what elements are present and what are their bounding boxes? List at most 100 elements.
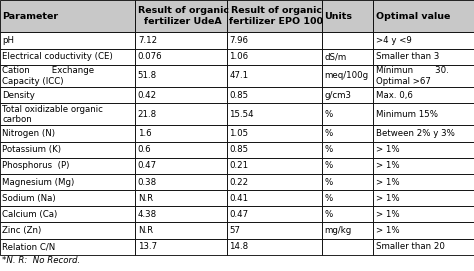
Text: *N. R:  No Record.: *N. R: No Record. — [2, 256, 80, 265]
Text: 0.85: 0.85 — [229, 145, 248, 154]
Text: Density: Density — [2, 91, 35, 99]
Text: dS/m: dS/m — [325, 52, 346, 61]
Bar — [374, 65, 474, 87]
Text: N.R: N.R — [138, 194, 153, 203]
Bar — [136, 174, 227, 190]
Bar — [322, 206, 374, 222]
Bar — [374, 103, 474, 125]
Bar — [322, 190, 374, 206]
Bar — [136, 65, 227, 87]
Bar — [227, 32, 322, 49]
Bar — [227, 190, 322, 206]
Text: 51.8: 51.8 — [138, 71, 157, 80]
Text: Mínimun        30.
Optimal >67: Mínimun 30. Optimal >67 — [376, 66, 448, 86]
Bar — [0, 141, 136, 158]
Text: Cation        Exchange
Capacity (ICC): Cation Exchange Capacity (ICC) — [2, 66, 94, 86]
Text: 0.47: 0.47 — [138, 161, 157, 170]
Bar — [322, 87, 374, 103]
Bar — [0, 206, 136, 222]
Bar — [227, 87, 322, 103]
Text: 0.21: 0.21 — [229, 161, 248, 170]
Text: 0.42: 0.42 — [138, 91, 157, 99]
Text: Sodium (Na): Sodium (Na) — [2, 194, 56, 203]
Bar — [322, 239, 374, 255]
Text: Relation C/N: Relation C/N — [2, 242, 55, 251]
Text: 47.1: 47.1 — [229, 71, 248, 80]
Bar — [0, 158, 136, 174]
Bar — [227, 239, 322, 255]
Text: 0.076: 0.076 — [138, 52, 163, 61]
Text: Result of organic
fertilizer UdeA: Result of organic fertilizer UdeA — [138, 7, 229, 26]
Text: Between 2% y 3%: Between 2% y 3% — [376, 129, 455, 138]
Text: %: % — [325, 110, 333, 119]
Bar — [136, 206, 227, 222]
Text: Phosphorus  (P): Phosphorus (P) — [2, 161, 70, 170]
Text: pH: pH — [2, 36, 14, 45]
Bar — [136, 158, 227, 174]
Bar — [136, 190, 227, 206]
Text: Zinc (Zn): Zinc (Zn) — [2, 226, 42, 235]
Bar — [0, 125, 136, 141]
Text: Max. 0,6: Max. 0,6 — [376, 91, 412, 99]
Text: %: % — [325, 161, 333, 170]
Bar — [0, 32, 136, 49]
Bar — [0, 103, 136, 125]
Text: Potassium (K): Potassium (K) — [2, 145, 61, 154]
Text: > 1%: > 1% — [376, 145, 399, 154]
Text: mg/kg: mg/kg — [325, 226, 352, 235]
Text: Nitrogen (N): Nitrogen (N) — [2, 129, 55, 138]
Bar — [136, 32, 227, 49]
Bar — [374, 174, 474, 190]
Bar — [136, 125, 227, 141]
Bar — [0, 87, 136, 103]
Bar — [374, 125, 474, 141]
Text: 21.8: 21.8 — [138, 110, 157, 119]
Text: > 1%: > 1% — [376, 178, 399, 186]
Bar — [136, 239, 227, 255]
Bar — [227, 222, 322, 239]
Bar — [0, 49, 136, 65]
Bar — [136, 103, 227, 125]
Bar — [0, 190, 136, 206]
Text: Total oxidizable organic
carbon: Total oxidizable organic carbon — [2, 105, 103, 124]
Text: 0.22: 0.22 — [229, 178, 248, 186]
Bar — [374, 87, 474, 103]
Text: %: % — [325, 145, 333, 154]
Text: 0.41: 0.41 — [229, 194, 248, 203]
Text: 0.38: 0.38 — [138, 178, 157, 186]
Bar — [136, 0, 227, 32]
Bar — [136, 141, 227, 158]
Text: > 1%: > 1% — [376, 226, 399, 235]
Text: meq/100g: meq/100g — [325, 71, 369, 80]
Text: Smaller than 3: Smaller than 3 — [376, 52, 439, 61]
Text: N.R: N.R — [138, 226, 153, 235]
Bar — [0, 65, 136, 87]
Bar — [136, 222, 227, 239]
Text: 1.06: 1.06 — [229, 52, 248, 61]
Text: Electrical coductivity (CE): Electrical coductivity (CE) — [2, 52, 113, 61]
Bar — [136, 87, 227, 103]
Bar — [374, 158, 474, 174]
Text: Magnesium (Mg): Magnesium (Mg) — [2, 178, 74, 186]
Bar — [374, 32, 474, 49]
Bar — [322, 158, 374, 174]
Text: %: % — [325, 210, 333, 219]
Bar — [374, 239, 474, 255]
Text: Calcium (Ca): Calcium (Ca) — [2, 210, 58, 219]
Bar — [227, 125, 322, 141]
Text: Optimal value: Optimal value — [376, 12, 450, 21]
Bar — [0, 0, 136, 32]
Bar — [322, 32, 374, 49]
Bar — [322, 103, 374, 125]
Bar — [374, 0, 474, 32]
Bar — [0, 174, 136, 190]
Bar — [322, 222, 374, 239]
Text: 7.96: 7.96 — [229, 36, 248, 45]
Text: 4.38: 4.38 — [138, 210, 157, 219]
Text: Smaller than 20: Smaller than 20 — [376, 242, 445, 251]
Text: > 1%: > 1% — [376, 161, 399, 170]
Text: 57: 57 — [229, 226, 240, 235]
Bar — [322, 0, 374, 32]
Bar — [227, 49, 322, 65]
Bar — [227, 158, 322, 174]
